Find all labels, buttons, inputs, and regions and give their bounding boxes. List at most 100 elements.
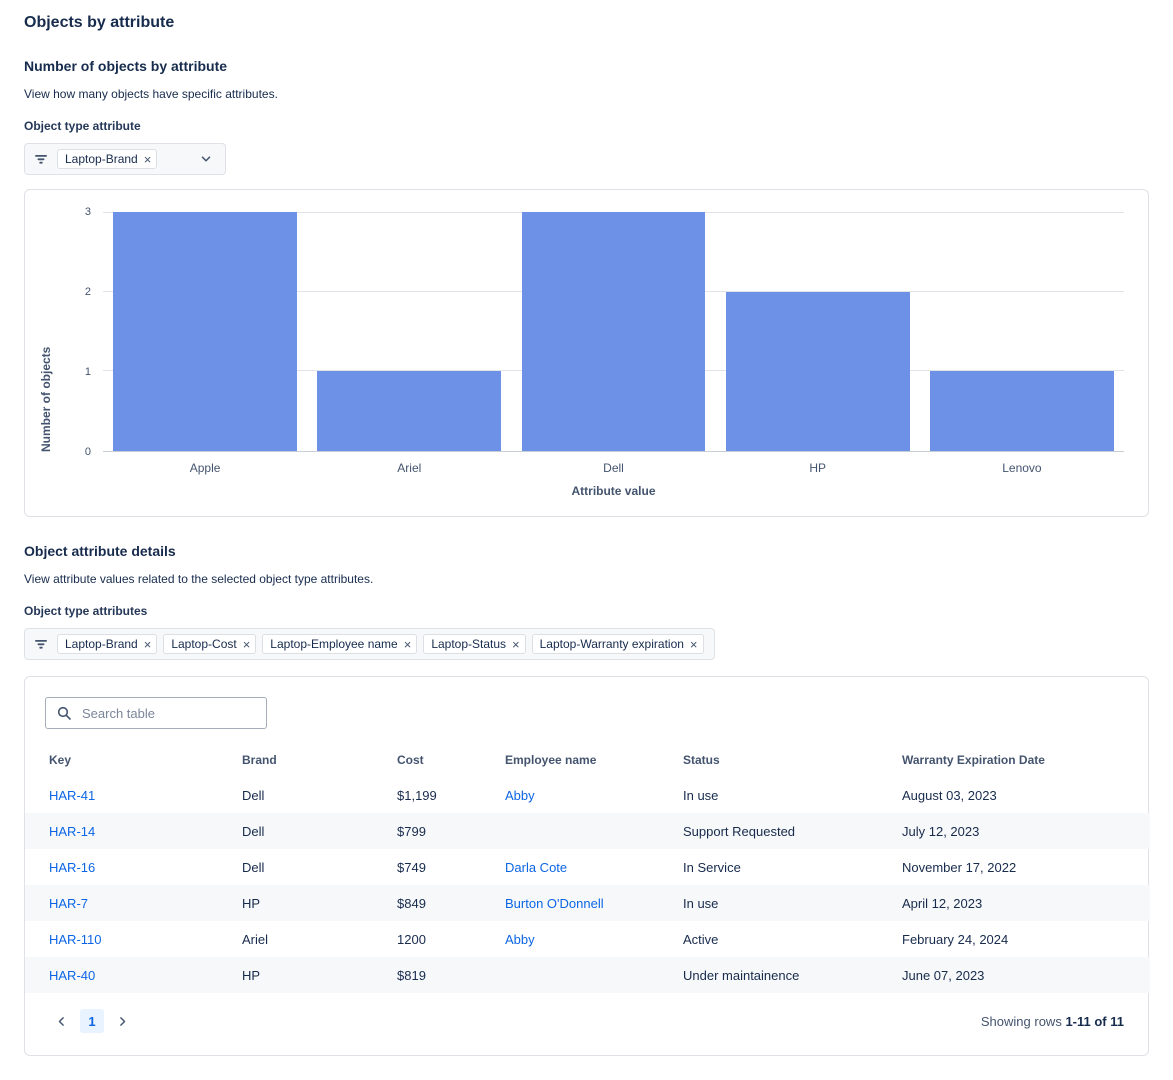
bar-dell bbox=[521, 212, 706, 451]
chart-y-axis: Number of objects 0 1 2 3 bbox=[39, 206, 103, 458]
filter-tag: Laptop-Warranty expiration × bbox=[531, 634, 704, 654]
cost-cell: $849 bbox=[397, 895, 426, 911]
filter-tag: Laptop-Brand × bbox=[57, 634, 158, 654]
status-cell: In use bbox=[683, 787, 719, 803]
table-row: HAR-40 HP $819 Under maintainence June 07, 2… bbox=[25, 957, 1150, 993]
status-cell: Active bbox=[683, 931, 719, 947]
column-header-cost[interactable]: Cost bbox=[397, 753, 424, 767]
details-section-description: View attribute values related to the sel… bbox=[24, 572, 374, 586]
search-input[interactable] bbox=[80, 704, 256, 722]
bar-slot bbox=[511, 212, 715, 451]
details-filter-label: Object type attributes bbox=[24, 604, 148, 618]
warranty-cell: February 24, 2024 bbox=[902, 931, 1009, 947]
remove-tag-icon[interactable]: × bbox=[242, 636, 251, 652]
table-header-row: Key Brand Cost Employee name Status Warranty … bbox=[25, 745, 1150, 777]
column-header-warranty-expiration-date[interactable]: Warranty Expiration Date bbox=[902, 753, 1045, 767]
warranty-cell: November 17, 2022 bbox=[902, 859, 1017, 875]
pagination-prev-button[interactable] bbox=[49, 1009, 74, 1033]
chevron-down-icon[interactable] bbox=[197, 150, 215, 168]
pagination-next-button[interactable] bbox=[110, 1009, 135, 1033]
key-cell: HAR-16 bbox=[25, 849, 242, 885]
y-tick-label: 1 bbox=[84, 366, 91, 379]
warranty-cell: August 03, 2023 bbox=[902, 787, 997, 803]
key-link[interactable]: HAR-16 bbox=[49, 859, 96, 875]
key-link[interactable]: HAR-40 bbox=[49, 967, 96, 983]
key-link[interactable]: HAR-14 bbox=[49, 823, 96, 839]
filter-tag-label: Laptop-Cost bbox=[171, 637, 237, 651]
filter-tag-label: Laptop-Warranty expiration bbox=[539, 637, 684, 651]
object-type-attributes-select[interactable]: Laptop-Brand × Laptop-Cost × Laptop-Employee… bbox=[24, 628, 715, 660]
key-cell: HAR-14 bbox=[25, 813, 242, 849]
details-section-heading: Object attribute details bbox=[24, 543, 176, 559]
x-tick-label: Ariel bbox=[397, 461, 422, 475]
column-header-employee-name[interactable]: Employee name bbox=[505, 753, 597, 767]
key-cell: HAR-110 bbox=[25, 921, 242, 957]
chart-section-description: View how many objects have specific attr… bbox=[24, 87, 278, 101]
employee-cell: Burton O'Donnell bbox=[505, 885, 683, 921]
remove-tag-icon[interactable]: × bbox=[403, 636, 412, 652]
bar-hp bbox=[725, 291, 910, 451]
details-section: Object attribute details View attribute … bbox=[24, 543, 1150, 1056]
status-cell: Under maintainence bbox=[683, 967, 800, 983]
table-search-field bbox=[45, 697, 267, 729]
cost-cell: 1200 bbox=[397, 931, 426, 947]
y-axis-label: Number of objects bbox=[39, 346, 53, 452]
warranty-cell: June 07, 2023 bbox=[902, 967, 985, 983]
column-header-brand[interactable]: Brand bbox=[242, 753, 277, 767]
object-type-attribute-select[interactable]: Laptop-Brand × bbox=[24, 143, 226, 175]
column-header-key[interactable]: Key bbox=[49, 753, 72, 767]
brand-cell: HP bbox=[242, 895, 261, 911]
filter-tag-label: Laptop-Brand bbox=[65, 152, 138, 166]
table-row: HAR-14 Dell $799 Support Requested July 12, … bbox=[25, 813, 1150, 849]
bar-ariel bbox=[317, 371, 502, 451]
filter-tag-label: Laptop-Status bbox=[431, 637, 507, 651]
table-row: HAR-41 Dell $1,199 Abby In use August 03, 202… bbox=[25, 777, 1150, 813]
chart-filter-label: Object type attribute bbox=[24, 119, 141, 133]
remove-tag-icon[interactable]: × bbox=[143, 151, 152, 167]
employee-link[interactable]: Burton O'Donnell bbox=[505, 895, 604, 911]
bar-apple bbox=[113, 212, 297, 451]
page-title: Objects by attribute bbox=[24, 14, 175, 31]
chevron-left-icon bbox=[58, 1016, 64, 1026]
key-link[interactable]: HAR-41 bbox=[49, 787, 96, 803]
bar-slot bbox=[920, 212, 1124, 451]
pagination-page-1-button[interactable]: 1 bbox=[80, 1009, 104, 1033]
remove-tag-icon[interactable]: × bbox=[689, 636, 698, 652]
cost-cell: $1,199 bbox=[397, 787, 437, 803]
table-footer: 1 Showing rows 1-11 of 11 bbox=[25, 993, 1148, 1039]
table-row: HAR-16 Dell $749 Darla Cote In Service Novemb… bbox=[25, 849, 1150, 885]
key-link[interactable]: HAR-110 bbox=[49, 931, 102, 947]
search-icon bbox=[56, 705, 72, 721]
y-tick-label: 3 bbox=[84, 206, 91, 218]
brand-cell: Ariel bbox=[242, 931, 269, 947]
filter-icon bbox=[33, 636, 49, 652]
cost-cell: $819 bbox=[397, 967, 426, 983]
pagination: 1 bbox=[49, 1009, 135, 1033]
filter-tag: Laptop-Brand × bbox=[57, 149, 158, 169]
employee-link[interactable]: Abby bbox=[505, 787, 535, 803]
cost-cell: $749 bbox=[397, 859, 426, 875]
employee-link[interactable]: Darla Cote bbox=[505, 859, 568, 875]
warranty-cell: July 12, 2023 bbox=[902, 823, 980, 839]
status-cell: In Service bbox=[683, 859, 741, 875]
chart-section: Number of objects by attribute View how … bbox=[24, 58, 1149, 517]
filter-tag-label: Laptop-Brand bbox=[65, 637, 138, 651]
employee-link[interactable]: Abby bbox=[505, 931, 535, 947]
x-tick-label: Dell bbox=[603, 461, 624, 475]
key-link[interactable]: HAR-7 bbox=[49, 895, 89, 911]
employee-cell bbox=[505, 813, 683, 849]
remove-tag-icon[interactable]: × bbox=[512, 636, 520, 652]
chart-section-heading: Number of objects by attribute bbox=[24, 58, 228, 74]
rows-summary: Showing rows 1-11 of 11 bbox=[981, 1014, 1124, 1029]
y-tick-label: 2 bbox=[84, 286, 91, 299]
rows-summary-prefix: Showing rows bbox=[980, 1013, 1062, 1029]
x-tick-label: HP bbox=[809, 461, 827, 475]
cost-cell: $799 bbox=[397, 823, 426, 839]
table-row: HAR-110 Ariel 1200 Abby Active February 24, 2… bbox=[25, 921, 1150, 957]
selected-attribute-tags: Laptop-Brand × Laptop-Cost × Laptop-Employee… bbox=[57, 634, 704, 654]
remove-tag-icon[interactable]: × bbox=[143, 636, 152, 652]
filter-tag: Laptop-Status × bbox=[423, 634, 526, 654]
column-header-status[interactable]: Status bbox=[683, 753, 720, 767]
bar-slot bbox=[103, 212, 307, 451]
bar-lenovo bbox=[930, 371, 1114, 451]
